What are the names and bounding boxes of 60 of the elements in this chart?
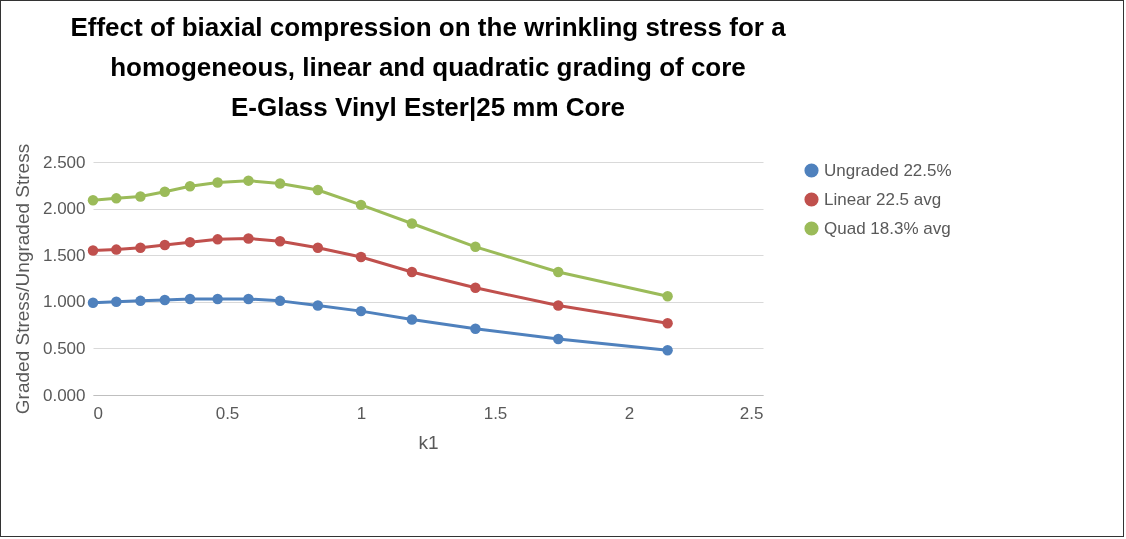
point (312, 242, 324, 253)
x-tick-label: 0.5 (215, 403, 240, 423)
point (87, 194, 99, 206)
x-axis-title: k1 (418, 431, 439, 453)
x-tick-label: 2 (624, 403, 635, 423)
point (553, 300, 564, 311)
point (111, 193, 122, 204)
point (159, 239, 171, 251)
point (212, 234, 223, 245)
point (355, 251, 367, 263)
point (184, 181, 196, 192)
x-tick-label: 2.5 (739, 403, 764, 423)
point (662, 290, 673, 302)
point (184, 293, 196, 305)
y-tick-label: 1.000 (42, 292, 86, 312)
point (355, 199, 367, 211)
x-tick-label: 1 (356, 403, 367, 423)
point (274, 295, 286, 307)
point (406, 266, 418, 278)
point (312, 300, 324, 311)
point (553, 266, 564, 278)
point (159, 186, 171, 198)
point (111, 296, 122, 308)
point (470, 282, 481, 294)
point (274, 178, 286, 189)
x-tick-label: 0 (93, 403, 103, 423)
point (87, 245, 99, 256)
point (87, 297, 99, 308)
point (243, 293, 254, 305)
point (470, 323, 481, 335)
point (553, 333, 564, 345)
point (243, 233, 254, 244)
point (111, 244, 122, 255)
point (662, 318, 673, 329)
y-tick-label: 2.000 (42, 199, 86, 219)
y-tick-label: 1.500 (42, 245, 86, 265)
point (406, 314, 418, 325)
legend-label: Linear 22.5 avg (824, 189, 942, 209)
point (662, 345, 673, 356)
point (135, 191, 146, 202)
x-tick-label: 1.5 (483, 403, 508, 423)
point (243, 175, 254, 186)
legend-label: Ungraded 22.5% (824, 160, 952, 180)
y-tick-label: 0.000 (42, 385, 86, 405)
point (312, 184, 324, 196)
point (135, 295, 146, 307)
point (135, 242, 146, 253)
point (355, 305, 367, 317)
chart-title: Effect of biaxial compression on the wrinkling stress for a homogeneous, linear and quadratic grading of core E-Glass Vinyl Ester|25 mm Core (70, 12, 787, 123)
legend-label: Quad 18.3% avg (824, 218, 951, 238)
point (159, 294, 171, 306)
point (212, 293, 223, 305)
point (406, 218, 418, 229)
y-tick-label: 0.500 (42, 338, 86, 358)
point (274, 235, 286, 247)
y-axis-title: Graded Stress/Ungraded Stress (11, 143, 33, 415)
point (184, 236, 196, 248)
point (470, 241, 481, 253)
y-tick-label: 2.500 (42, 152, 86, 172)
point (212, 177, 223, 188)
